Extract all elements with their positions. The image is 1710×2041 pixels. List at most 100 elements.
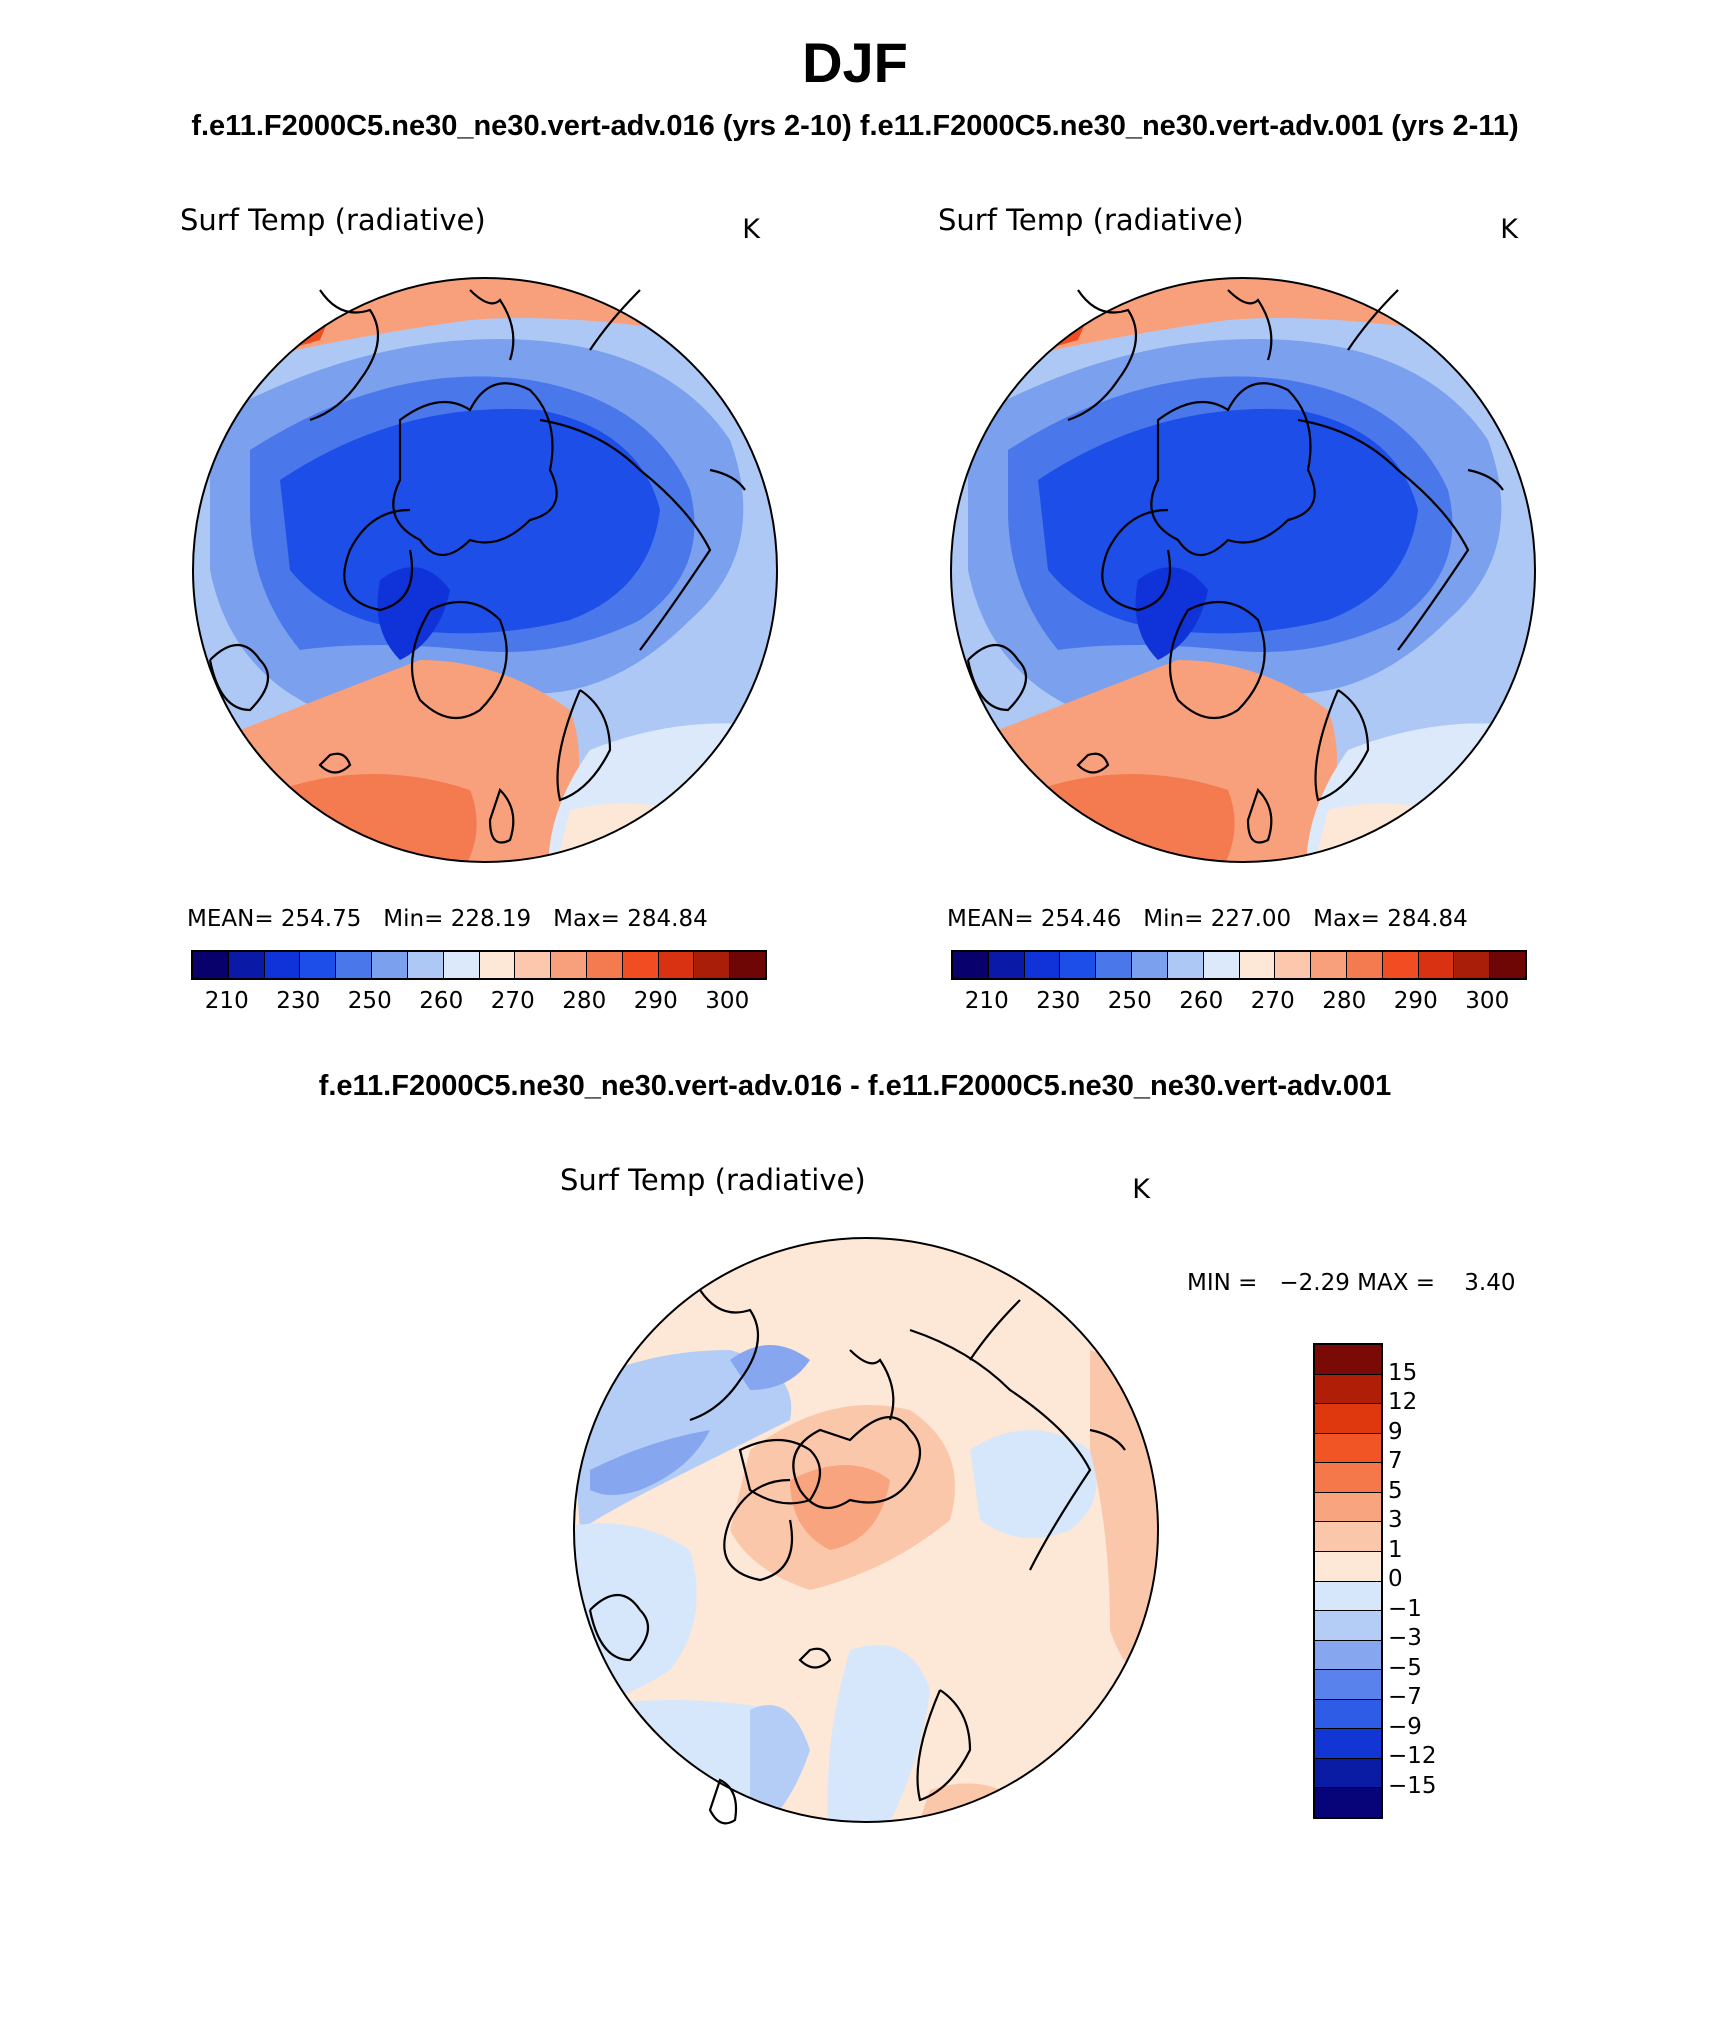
colorbar-tick-label: 1 [1388, 1536, 1403, 1563]
colorbar-tick-label: 290 [1393, 988, 1438, 1014]
panel-variable-label: Surf Temp (radiative) [938, 203, 1244, 237]
colorbar-swatch [479, 952, 516, 978]
colorbar-tick-label: 300 [1465, 988, 1510, 1014]
panel-units-label: K [1500, 214, 1519, 245]
colorbar-tick-label: −3 [1388, 1625, 1422, 1651]
colorbar-swatch [1315, 1522, 1381, 1552]
colorbar-swatch [372, 952, 408, 978]
colorbar-swatch [1167, 952, 1204, 978]
colorbar-swatch [407, 952, 444, 978]
colorbar-swatch [1315, 1611, 1381, 1641]
map-panel-case1: Surf Temp (radiative) K [180, 203, 778, 863]
colorbar-swatch [300, 952, 337, 978]
colorbar-swatch [1315, 1729, 1381, 1759]
colorbar-tick-label: −15 [1388, 1772, 1437, 1799]
colorbar-tick-label: 230 [1036, 988, 1081, 1014]
colorbar-tick-label: 15 [1388, 1359, 1418, 1386]
colorbar-swatch [1454, 952, 1491, 978]
colorbar-swatch [193, 952, 229, 978]
colorbar-tick-label: −7 [1388, 1684, 1422, 1710]
colorbar-tick-label: 7 [1388, 1448, 1403, 1474]
colorbar-tick-label: −5 [1388, 1654, 1422, 1681]
colorbar-case2 [951, 950, 1527, 980]
colorbar-swatch [443, 952, 480, 978]
colorbar-tick-label: 270 [1250, 988, 1295, 1014]
colorbar-swatch [1315, 1404, 1381, 1434]
colorbar-swatch [1418, 952, 1455, 978]
colorbar-swatch [1311, 952, 1347, 978]
panel-stats: MEAN= 254.75 Min= 228.19 Max= 284.84 [187, 906, 708, 932]
map-field [951, 278, 1535, 862]
colorbar-swatch [1315, 1551, 1381, 1582]
colorbar-swatch [988, 952, 1025, 978]
colorbar-tick-label: 300 [705, 988, 750, 1014]
panel-variable-label: Surf Temp (radiative) [560, 1163, 866, 1197]
colorbar-case1 [191, 950, 767, 980]
coastlines [208, 289, 746, 844]
colorbar-tick-label: 290 [633, 988, 678, 1014]
colorbar-tick-label: 270 [490, 988, 535, 1014]
panel-units-label: K [742, 214, 761, 245]
colorbar-swatch [658, 952, 695, 978]
colorbar-swatch [1096, 952, 1133, 978]
colorbar-tick-label: 230 [276, 988, 321, 1014]
colorbar-tick-label: 210 [204, 988, 249, 1014]
colorbar-swatch [1275, 952, 1312, 978]
colorbar-swatch [730, 952, 765, 978]
colorbar-tick-label: 280 [562, 988, 607, 1014]
coastlines [966, 289, 1504, 844]
colorbar-swatch [1315, 1758, 1381, 1789]
panel-variable-label: Surf Temp (radiative) [180, 203, 486, 237]
colorbar-swatch [551, 952, 587, 978]
colorbar-tick-label: −9 [1388, 1713, 1422, 1740]
colorbar-tick-label: 280 [1322, 988, 1367, 1014]
map-panel-case2: Surf Temp (radiative) K [938, 203, 1536, 863]
colorbar-tick-label: −12 [1388, 1743, 1437, 1769]
difference-min-max: MIN = −2.29 MAX = 3.40 [1187, 1270, 1516, 1296]
colorbar-swatch [622, 952, 659, 978]
colorbar-tick-label: 250 [1107, 988, 1152, 1014]
panel-units-label: K [1132, 1174, 1151, 1205]
colorbar-swatch [1239, 952, 1276, 978]
colorbar-tick-label: 3 [1388, 1507, 1403, 1533]
coastlines [588, 1289, 1126, 1825]
colorbar-swatch [1315, 1699, 1381, 1730]
colorbar-swatch [1346, 952, 1383, 978]
colorbar-tick-label: 9 [1388, 1418, 1403, 1445]
colorbar-swatch [694, 952, 731, 978]
colorbar-swatch [586, 952, 623, 978]
colorbar-swatch [1315, 1433, 1381, 1464]
colorbar-swatch [1315, 1640, 1381, 1671]
map-field [574, 1238, 1158, 1822]
colorbar-tick-label: 12 [1388, 1389, 1418, 1415]
colorbar-tick-label: 250 [347, 988, 392, 1014]
colorbar-tick-label: −1 [1388, 1595, 1422, 1622]
colorbar-swatch [515, 952, 552, 978]
colorbar-tick-label: 260 [419, 988, 464, 1014]
colorbar-swatch [336, 952, 373, 978]
panel-stats: MEAN= 254.46 Min= 227.00 Max= 284.84 [947, 906, 1468, 932]
colorbar-swatch [1315, 1374, 1381, 1405]
colorbar-swatch [1315, 1492, 1381, 1523]
colorbar-swatch [1382, 952, 1419, 978]
map-field [193, 278, 777, 862]
colorbar-swatch [1203, 952, 1240, 978]
case-titles: f.e11.F2000C5.ne30_ne30.vert-adv.016 (yr… [191, 110, 1519, 142]
colorbar-swatch [264, 952, 301, 978]
colorbar-tick-label: 5 [1388, 1477, 1403, 1504]
colorbar-swatch [1315, 1345, 1381, 1375]
colorbar-swatch [1060, 952, 1097, 978]
colorbar-swatch [1490, 952, 1525, 978]
colorbar-tick-label: 0 [1388, 1566, 1403, 1592]
colorbar-swatch [228, 952, 265, 978]
colorbar-tick-label: 210 [964, 988, 1009, 1014]
map-panel-difference: Surf Temp (radiative) K [560, 1163, 1159, 1825]
colorbar-swatch [1315, 1788, 1381, 1817]
colorbar-swatch [1315, 1581, 1381, 1612]
colorbar-swatch [1024, 952, 1061, 978]
colorbar-swatch [1315, 1670, 1381, 1700]
colorbar-swatch [1315, 1463, 1381, 1493]
colorbar-tick-label: 260 [1179, 988, 1224, 1014]
colorbar-swatch [953, 952, 989, 978]
difference-title: f.e11.F2000C5.ne30_ne30.vert-adv.016 - f… [318, 1070, 1392, 1102]
